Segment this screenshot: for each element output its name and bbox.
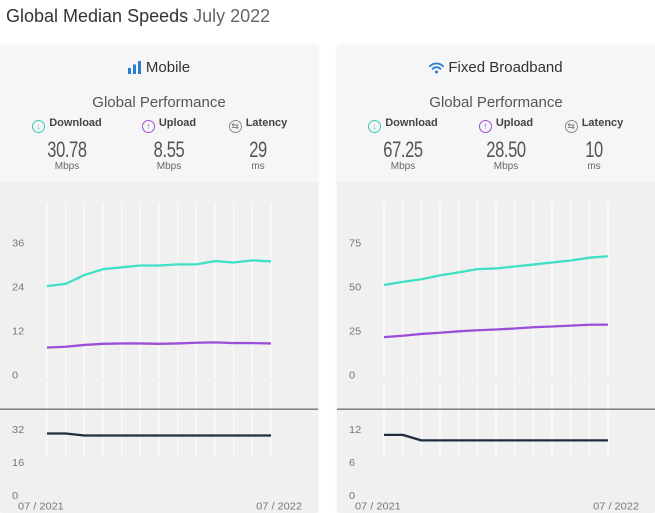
mobile-download-metric: ↓ Download 30.78 Mbps [12, 117, 122, 172]
mobile-upload-metric: ↑ Upload 8.55 Mbps [114, 117, 224, 172]
download-label: ↓ Download [348, 117, 458, 133]
latency-icon: ⇆ [228, 120, 242, 133]
mobile-charts: 0 12 24 36 0 16 32 07 / 2021 07 / 2022 [0, 202, 318, 512]
mobile-x-tick-end: 07 / 2022 [256, 501, 302, 512]
mobile-latency-y-tick: 32 [12, 424, 24, 435]
latency-icon: ⇆ [564, 120, 578, 133]
mobile-x-tick-start: 07 / 2021 [18, 501, 64, 512]
page-title: Global Median Speeds July 2022 [6, 6, 270, 27]
mobile-upload-value: 8.55 [153, 137, 185, 162]
fixed-speed-y-tick: 75 [349, 238, 361, 249]
fixed-latency-y-tick: 0 [349, 491, 355, 502]
fixed-download-line [383, 255, 609, 287]
latency-label: ⇆ Latency [539, 117, 649, 133]
wifi-icon [429, 62, 445, 74]
upload-arrow-icon: ↑ [141, 120, 155, 133]
fixed-latency-y-tick: 12 [349, 424, 361, 435]
mobile-chart-area: 0 12 24 36 0 16 32 07 / 2021 07 / 2022 [0, 182, 318, 513]
fixed-performance-heading: Global Performance [429, 94, 563, 111]
fixed-speed-y-tick: 50 [349, 282, 361, 293]
mobile-latency-unit: ms [251, 161, 265, 172]
mobile-download-unit: Mbps [54, 161, 80, 172]
mobile-download-value: 30.78 [47, 137, 87, 162]
fixed-broadband-panel: Fixed Broadband Global Performance ↓ Down… [337, 45, 655, 513]
mobile-upload-line [46, 341, 272, 349]
mobile-latency-metric: ⇆ Latency 29 ms [203, 117, 313, 172]
fixed-latency-unit: ms [587, 161, 601, 172]
fixed-x-tick-start: 07 / 2021 [355, 501, 401, 512]
mobile-speed-y-tick: 36 [12, 238, 24, 249]
mobile-speed-y-tick: 12 [12, 326, 24, 337]
fixed-download-value: 67.25 [383, 137, 423, 162]
fixed-speed-y-tick: 0 [349, 370, 355, 381]
fixed-x-tick-end: 07 / 2022 [593, 501, 639, 512]
mobile-latency-label-text: Latency [245, 117, 288, 129]
fixed-charts: 0 25 50 75 0 6 12 07 / 2021 07 / 2022 [337, 202, 655, 512]
page-title-date: July 2022 [193, 6, 271, 26]
mobile-panel: Mobile Global Performance ↓ Download 30.7… [0, 45, 318, 513]
fixed-download-unit: Mbps [390, 161, 416, 172]
fixed-latency-label-text: Latency [581, 117, 624, 129]
mobile-latency-value: 29 [249, 137, 267, 162]
download-arrow-icon: ↓ [32, 120, 46, 133]
fixed-upload-label-text: Upload [495, 117, 534, 129]
mobile-title-text: Mobile [145, 59, 191, 76]
mobile-speed-y-tick: 0 [12, 370, 18, 381]
fixed-upload-metric: ↑ Upload 28.50 Mbps [451, 117, 561, 172]
fixed-speed-y-tick: 25 [349, 326, 361, 337]
fixed-vertical-grid [383, 202, 609, 458]
fixed-upload-value: 28.50 [486, 137, 526, 162]
fixed-latency-metric: ⇆ Latency 10 ms [539, 117, 649, 172]
page-title-text: Global Median Speeds [6, 6, 189, 26]
mobile-speed-y-tick: 24 [12, 282, 24, 293]
fixed-upload-unit: Mbps [493, 161, 519, 172]
fixed-chart-area: 0 25 50 75 0 6 12 07 / 2021 07 / 2022 [337, 182, 655, 513]
mobile-panel-title: Mobile [0, 59, 318, 76]
fixed-upload-line [383, 323, 609, 339]
mobile-latency-line [47, 432, 271, 437]
mobile-download-line [46, 259, 272, 288]
mobile-vertical-grid [46, 202, 272, 458]
fixed-download-label-text: Download [385, 117, 438, 129]
signal-bars-icon [127, 61, 141, 74]
upload-label: ↑ Upload [451, 117, 561, 133]
fixed-download-metric: ↓ Download 67.25 Mbps [348, 117, 458, 172]
upload-arrow-icon: ↑ [478, 120, 492, 133]
fixed-latency-y-tick: 6 [349, 457, 355, 468]
mobile-download-label-text: Download [49, 117, 102, 129]
upload-label: ↑ Upload [114, 117, 224, 133]
mobile-upload-unit: Mbps [156, 161, 182, 172]
fixed-title-text: Fixed Broadband [448, 59, 563, 76]
fixed-latency-value: 10 [585, 137, 603, 162]
fixed-latency-line [384, 433, 608, 442]
mobile-latency-y-tick: 16 [12, 457, 24, 468]
download-arrow-icon: ↓ [368, 120, 382, 133]
mobile-panel-header: Mobile Global Performance ↓ Download 30.7… [0, 45, 318, 182]
mobile-performance-heading: Global Performance [92, 94, 226, 111]
fixed-panel-title: Fixed Broadband [337, 59, 655, 76]
mobile-latency-y-tick: 0 [12, 491, 18, 502]
mobile-upload-label-text: Upload [158, 117, 197, 129]
latency-label: ⇆ Latency [203, 117, 313, 133]
download-label: ↓ Download [12, 117, 122, 133]
fixed-panel-header: Fixed Broadband Global Performance ↓ Down… [337, 45, 655, 182]
